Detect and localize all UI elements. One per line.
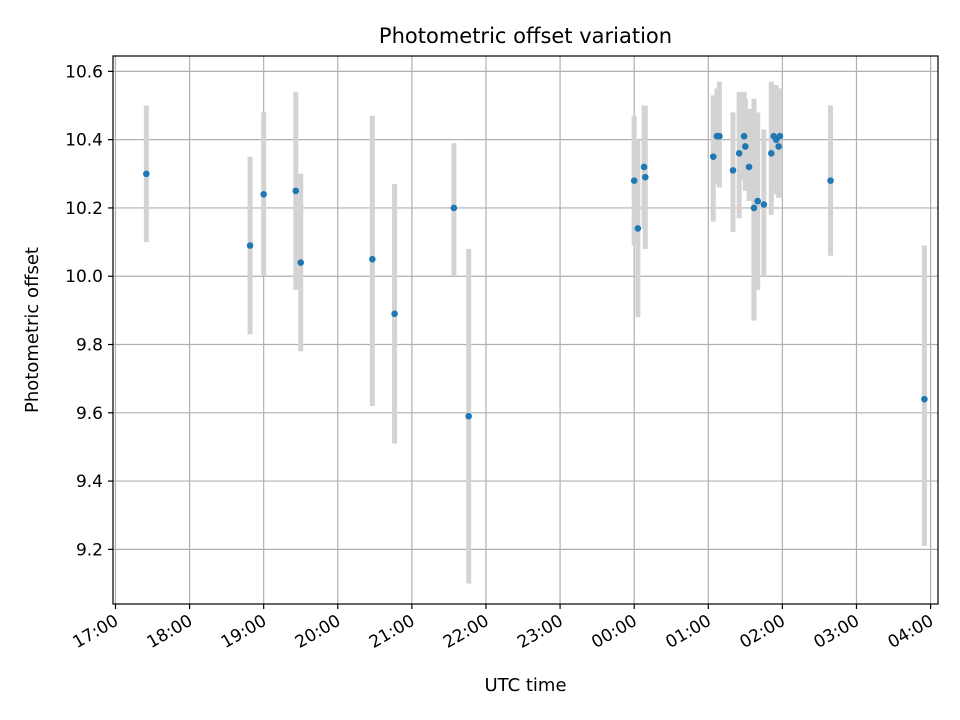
data-point xyxy=(735,150,743,157)
data-point xyxy=(640,163,648,171)
data-point xyxy=(729,167,737,174)
data-point xyxy=(465,412,472,420)
data-point xyxy=(634,225,642,232)
data-point xyxy=(450,204,458,212)
x-axis-label: UTC time xyxy=(484,675,566,696)
data-point xyxy=(740,132,748,140)
y-tick-label: 9.2 xyxy=(76,540,103,560)
data-point xyxy=(260,190,267,198)
data-point xyxy=(767,150,775,157)
data-point xyxy=(750,204,758,212)
data-point xyxy=(246,242,254,249)
y-tick-label: 10.6 xyxy=(65,62,103,82)
plot-area-frame xyxy=(112,55,939,605)
y-tick-label: 10.4 xyxy=(65,131,103,151)
y-axis-ticks: 9.2 9.4 9.6 9.8 10.0 10.2 10.4 10.6 xyxy=(65,62,113,560)
y-axis-label: Photometric offset xyxy=(22,247,43,413)
data-point xyxy=(709,153,717,161)
data-point xyxy=(292,187,300,195)
data-point xyxy=(742,143,749,150)
data-point xyxy=(143,170,150,178)
data-point xyxy=(921,395,928,403)
data-point xyxy=(369,255,376,263)
y-tick-label: 9.8 xyxy=(76,336,103,356)
y-tick-label: 9.6 xyxy=(76,404,103,424)
y-tick-label: 10.0 xyxy=(65,267,103,287)
data-point xyxy=(391,310,398,318)
chart-title: Photometric offset variation xyxy=(379,24,672,48)
y-tick-label: 9.4 xyxy=(76,472,103,492)
data-point xyxy=(716,132,723,140)
data-point xyxy=(827,177,834,184)
data-point xyxy=(776,132,784,140)
y-tick-label: 10.2 xyxy=(65,199,103,219)
data-points xyxy=(143,132,928,420)
data-point xyxy=(754,197,761,205)
data-point xyxy=(760,201,768,208)
data-point xyxy=(641,173,649,181)
data-point xyxy=(775,143,782,150)
data-point xyxy=(630,177,638,184)
data-point xyxy=(745,163,753,171)
data-point xyxy=(297,259,305,266)
